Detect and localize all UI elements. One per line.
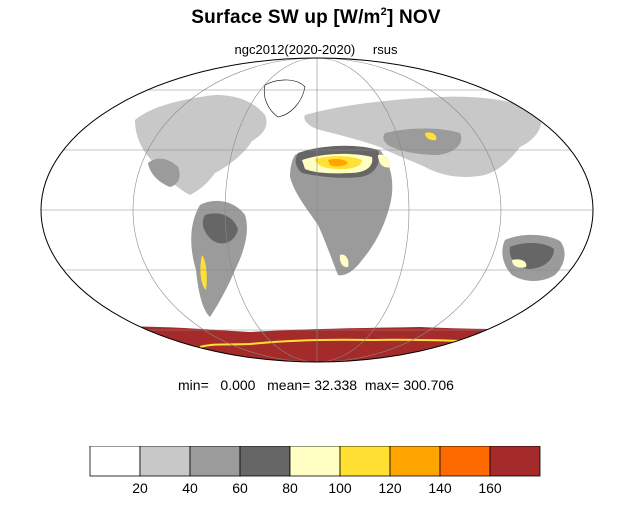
colorbar-swatch [239, 446, 291, 477]
statistics-line: min= 0.000 mean= 32.338 max= 300.706 [178, 377, 454, 393]
colorbar-tick-label: 40 [182, 480, 198, 496]
colorbar-swatch [289, 446, 341, 477]
colorbar-tick-label: 20 [132, 480, 148, 496]
colorbar-tick-label: 80 [282, 480, 298, 496]
australia-yellow [512, 259, 527, 268]
variable-label: rsus [372, 42, 398, 57]
antarctica-edge-yellow [199, 338, 491, 348]
colorbar-swatch [89, 446, 141, 477]
colorbar-tick-label: 120 [378, 480, 402, 496]
colorbar-swatch [189, 446, 241, 477]
colorbar-tick-label: 160 [478, 480, 502, 496]
world-map [40, 57, 594, 363]
globe-outline [40, 57, 594, 363]
plot-subtitle: ngc2012(2020-2020) rsus [0, 42, 632, 57]
colorbar-swatch [389, 446, 441, 477]
south-america-yellow [200, 255, 207, 290]
central-asia-midgray [383, 128, 462, 155]
south-america-darkgray [202, 213, 238, 244]
colorbar-swatch [339, 446, 391, 477]
sahara-orange [328, 159, 348, 167]
greenland-region [263, 79, 306, 118]
kalahari-yellow [339, 254, 349, 268]
colorbar-swatch [139, 446, 191, 477]
colorbar: 20 40 60 80 100 120 140 160 [89, 446, 541, 496]
colorbar-tick-label: 140 [428, 480, 452, 496]
colorbar-swatch [439, 446, 491, 477]
taklamakan-yellow [425, 132, 437, 141]
arabia-lightyellow [378, 154, 391, 168]
colorbar-tick-label: 60 [232, 480, 248, 496]
source-label: ngc2012(2020-2020) [234, 42, 356, 57]
colorbar-swatch [489, 446, 541, 477]
north-america-midgray [148, 158, 180, 187]
africa-region [290, 147, 393, 276]
antarctica-region [41, 326, 593, 362]
plot-title: Surface SW up [W/m2] NOV [191, 6, 441, 28]
colorbar-tick-label: 100 [328, 480, 352, 496]
